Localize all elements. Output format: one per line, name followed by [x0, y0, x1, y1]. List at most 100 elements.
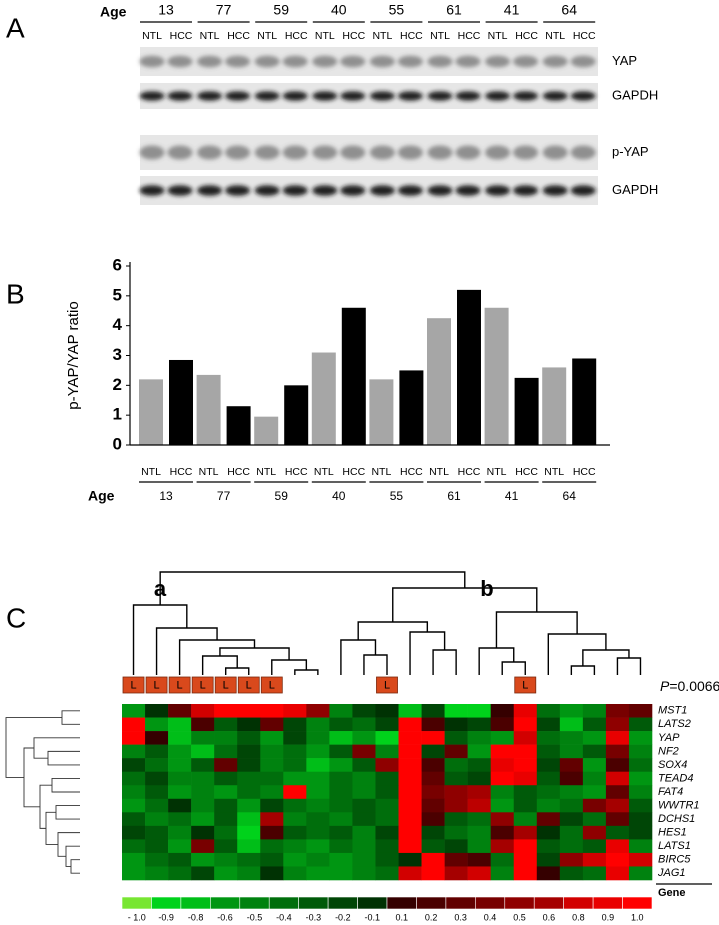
heat-cell: [214, 852, 238, 867]
heat-cell: [122, 812, 146, 827]
bar: [542, 367, 567, 445]
heat-cell: [559, 717, 584, 732]
band: [225, 91, 251, 101]
dendrogram: [294, 669, 319, 675]
band: [427, 185, 453, 196]
heat-cell: [306, 758, 330, 772]
heat-cell: [306, 744, 330, 759]
marker-box: [376, 676, 398, 694]
heat-cell: [214, 744, 238, 759]
dendrogram: [392, 587, 538, 622]
heat-cell: [444, 771, 468, 786]
y-tick-label: 6: [113, 255, 122, 274]
heat-cell: [283, 852, 307, 867]
heat-cell: [490, 744, 515, 759]
heat-cell: [628, 798, 653, 813]
p-text: =0.0066: [669, 678, 719, 694]
heat-cell: [513, 839, 538, 854]
heat-cell: [536, 839, 561, 854]
heat-cell: [375, 839, 399, 854]
dendrogram: [55, 805, 80, 820]
heat-cell: [605, 839, 630, 854]
heat-cell: [122, 744, 146, 759]
age: 61: [446, 2, 462, 18]
heat-cell: [375, 758, 399, 772]
heat-cell: [444, 758, 468, 772]
heat-cell: [237, 704, 261, 718]
band: [397, 185, 423, 196]
bar: [341, 307, 366, 445]
heat-cell: [605, 717, 630, 732]
heat-cell: [582, 717, 607, 732]
heat-cell: [283, 744, 307, 759]
band: [282, 91, 308, 101]
bar: [169, 359, 193, 445]
heat-cell: [582, 758, 607, 772]
heat-cell: [398, 866, 422, 881]
band: [167, 55, 193, 68]
heat-cell: [375, 744, 399, 759]
colorbar-label: -0.5: [247, 912, 263, 922]
heat-cell: [191, 717, 215, 732]
band: [570, 55, 596, 68]
dendrogram: [47, 750, 80, 766]
bar: [139, 379, 163, 445]
row-label: FAT4: [658, 786, 683, 798]
row-label: SOX4: [658, 759, 687, 771]
band: [225, 145, 251, 160]
heat-cell: [352, 785, 376, 800]
heat-cell: [467, 839, 491, 854]
heat-cell: [122, 825, 146, 840]
heat-cell: [329, 825, 353, 840]
heat-cell: [467, 744, 491, 759]
band: [225, 185, 251, 196]
band: [254, 145, 280, 160]
heat-cell: [605, 785, 630, 800]
heat-cell: [352, 798, 376, 813]
heat-cell: [306, 812, 330, 827]
colorbar-segment: [121, 896, 152, 910]
heat-cell: [605, 744, 630, 759]
row-label: MST1: [658, 705, 687, 717]
bar: [514, 377, 539, 445]
heat-cell: [421, 852, 445, 867]
heat-cell: [398, 798, 422, 813]
band: [340, 185, 366, 196]
heat-cell: [214, 758, 238, 772]
heat-cell: [329, 839, 353, 854]
heat-cell: [168, 717, 192, 732]
band: [197, 91, 223, 101]
marker-label: L: [246, 679, 252, 691]
row-label: NF2: [658, 745, 679, 757]
heat-cell: [168, 852, 192, 867]
heat-cell: [375, 852, 399, 867]
panel-label: C: [6, 602, 26, 633]
heat-cell: [536, 852, 561, 867]
heat-cell: [536, 798, 561, 813]
heat-cell: [421, 839, 445, 854]
heat-cell: [444, 785, 468, 800]
heat-cell: [559, 771, 584, 786]
x-sub-label: NTL: [256, 466, 276, 478]
colorbar-segment: [180, 896, 211, 910]
bar: [311, 352, 336, 445]
band: [513, 91, 539, 101]
heat-cell: [490, 825, 515, 840]
heat-cell: [306, 731, 330, 745]
x-tick-label: 13: [159, 489, 173, 503]
heat-cell: [214, 785, 238, 800]
heat-cell: [398, 812, 422, 827]
colorbar-segment: [357, 896, 388, 910]
marker-box: [514, 676, 537, 694]
heat-cell: [306, 717, 330, 732]
band: [542, 145, 568, 160]
heat-cell: [329, 771, 353, 786]
colorbar-label: 0.9: [602, 912, 615, 922]
dendrogram: [201, 655, 238, 675]
heat-cell: [260, 839, 284, 854]
heat-cell: [122, 704, 146, 718]
marker-box: [191, 676, 214, 694]
dendrogram: [547, 633, 607, 675]
band: [139, 55, 165, 68]
heat-cell: [260, 771, 284, 786]
